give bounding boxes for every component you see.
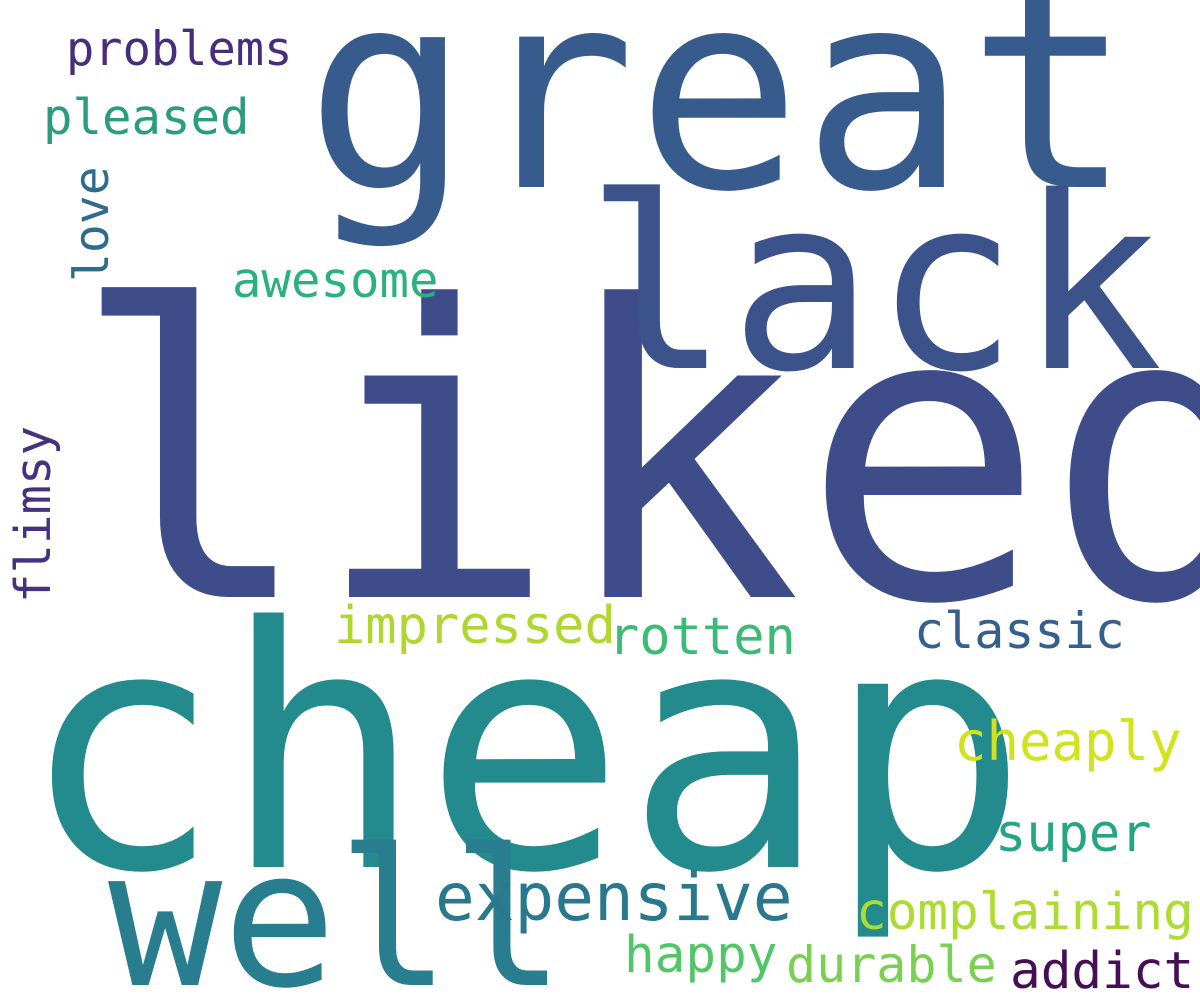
word-awesome: awesome	[232, 252, 439, 309]
word-complaining: complaining	[856, 883, 1194, 942]
word-rotten: rotten	[608, 607, 796, 667]
word-problems: problems	[66, 22, 293, 77]
word-super: super	[995, 804, 1152, 864]
word-love: love	[64, 166, 120, 282]
word-durable: durable	[786, 936, 997, 994]
word-classic: classic	[914, 602, 1125, 660]
word-happy: happy	[624, 926, 778, 985]
word-addict: addict	[1010, 942, 1195, 1000]
word-great: great	[305, 0, 1133, 252]
word-expensive: expensive	[435, 859, 793, 936]
word-pleased: pleased	[43, 89, 250, 146]
word-well: well	[108, 809, 566, 1000]
word-impressed: impressed	[334, 596, 616, 656]
word-cheaply: cheaply	[954, 710, 1182, 773]
word-liked: liked	[70, 221, 1200, 693]
word-lack: lack	[585, 145, 1163, 425]
word-cheap: cheap	[20, 557, 1029, 947]
word-flimsy: flimsy	[5, 425, 62, 603]
